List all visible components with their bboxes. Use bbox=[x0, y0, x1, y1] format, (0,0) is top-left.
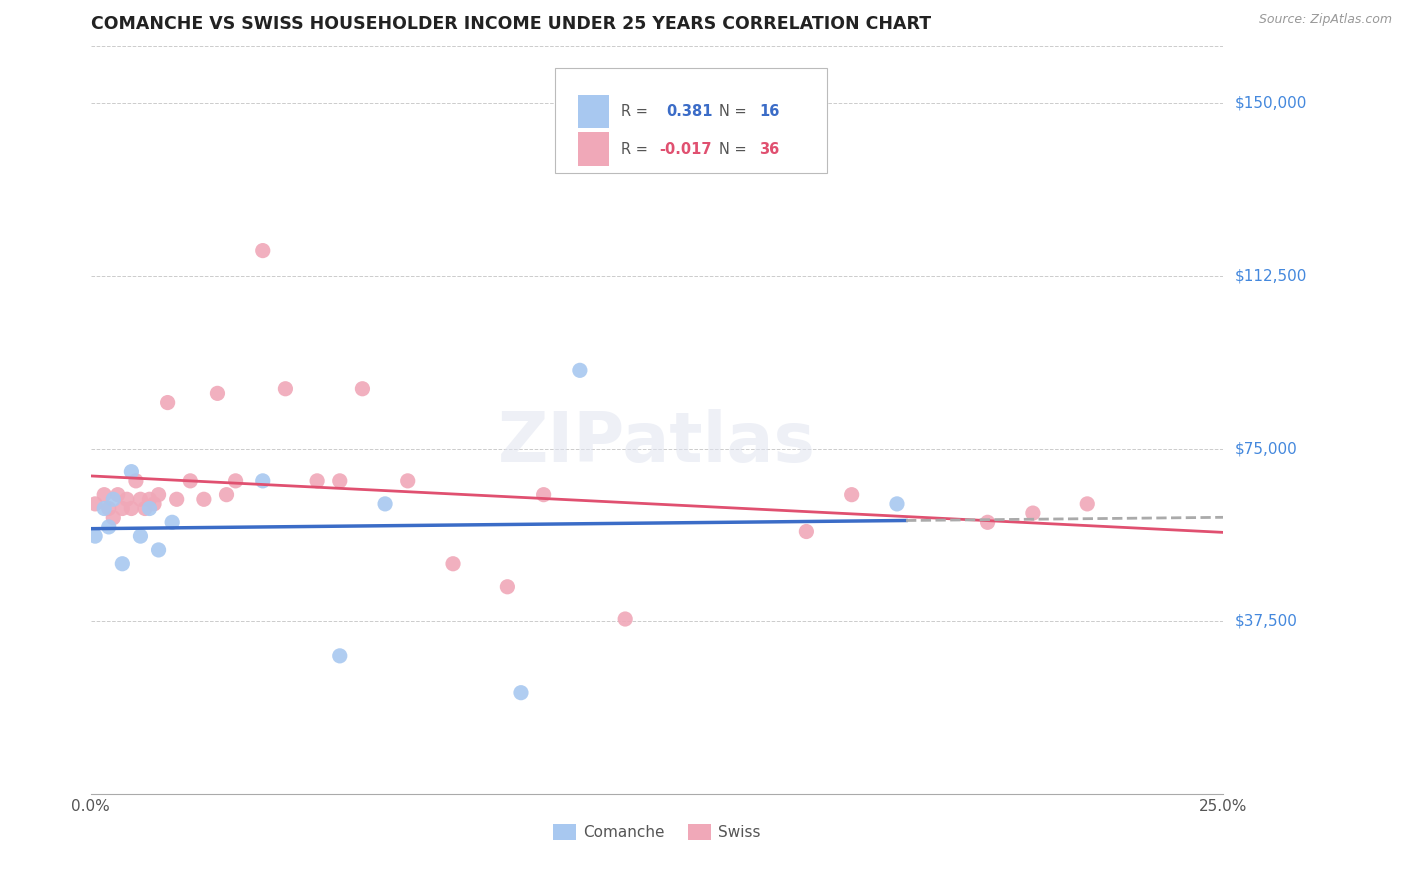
Point bbox=[120, 501, 142, 516]
Point bbox=[103, 492, 125, 507]
Text: $75,000: $75,000 bbox=[1234, 442, 1296, 456]
Point bbox=[103, 510, 125, 524]
Point bbox=[148, 488, 170, 502]
Point bbox=[252, 244, 274, 258]
Point bbox=[97, 520, 120, 534]
Point bbox=[533, 488, 555, 502]
Point bbox=[129, 529, 152, 543]
Point bbox=[976, 516, 998, 530]
Point bbox=[510, 686, 533, 700]
Point bbox=[215, 488, 238, 502]
Point bbox=[129, 492, 152, 507]
FancyBboxPatch shape bbox=[555, 68, 827, 173]
Point bbox=[111, 501, 134, 516]
Point bbox=[107, 488, 129, 502]
Point bbox=[374, 497, 396, 511]
Point bbox=[120, 465, 142, 479]
Text: $150,000: $150,000 bbox=[1234, 95, 1306, 111]
Point bbox=[329, 648, 352, 663]
Point bbox=[614, 612, 637, 626]
Text: -0.017: -0.017 bbox=[659, 142, 711, 157]
Point bbox=[160, 516, 183, 530]
Point bbox=[138, 501, 160, 516]
Text: R =: R = bbox=[620, 142, 652, 157]
Point bbox=[166, 492, 188, 507]
Point bbox=[841, 488, 863, 502]
Point bbox=[93, 501, 115, 516]
Text: 16: 16 bbox=[759, 104, 779, 119]
Text: R =: R = bbox=[620, 104, 652, 119]
Text: 36: 36 bbox=[759, 142, 779, 157]
Bar bbox=[578, 132, 609, 166]
Text: Source: ZipAtlas.com: Source: ZipAtlas.com bbox=[1258, 13, 1392, 27]
Point bbox=[207, 386, 229, 401]
Point bbox=[886, 497, 908, 511]
Point bbox=[352, 382, 374, 396]
Point bbox=[225, 474, 247, 488]
Point bbox=[84, 529, 107, 543]
Point bbox=[396, 474, 419, 488]
Point bbox=[134, 501, 156, 516]
Point bbox=[125, 474, 148, 488]
Point bbox=[252, 474, 274, 488]
Point bbox=[84, 497, 107, 511]
Point bbox=[274, 382, 297, 396]
Point bbox=[143, 497, 166, 511]
Point bbox=[1022, 506, 1045, 520]
Text: $112,500: $112,500 bbox=[1234, 268, 1306, 284]
Point bbox=[179, 474, 201, 488]
Point bbox=[496, 580, 519, 594]
Point bbox=[156, 395, 179, 409]
Text: N =: N = bbox=[720, 104, 751, 119]
Legend: Comanche, Swiss: Comanche, Swiss bbox=[547, 818, 768, 847]
Point bbox=[115, 492, 138, 507]
Point bbox=[138, 492, 160, 507]
Text: 0.381: 0.381 bbox=[666, 104, 713, 119]
Text: N =: N = bbox=[720, 142, 751, 157]
Text: COMANCHE VS SWISS HOUSEHOLDER INCOME UNDER 25 YEARS CORRELATION CHART: COMANCHE VS SWISS HOUSEHOLDER INCOME UND… bbox=[90, 15, 931, 33]
Bar bbox=[578, 95, 609, 128]
Point bbox=[111, 557, 134, 571]
Point bbox=[796, 524, 818, 539]
Point bbox=[193, 492, 215, 507]
Point bbox=[148, 543, 170, 558]
Text: $37,500: $37,500 bbox=[1234, 614, 1298, 629]
Point bbox=[307, 474, 329, 488]
Point bbox=[441, 557, 464, 571]
Point bbox=[93, 488, 115, 502]
Text: ZIPatlas: ZIPatlas bbox=[498, 409, 815, 475]
Point bbox=[1076, 497, 1098, 511]
Point bbox=[568, 363, 591, 377]
Point bbox=[329, 474, 352, 488]
Point bbox=[97, 501, 120, 516]
